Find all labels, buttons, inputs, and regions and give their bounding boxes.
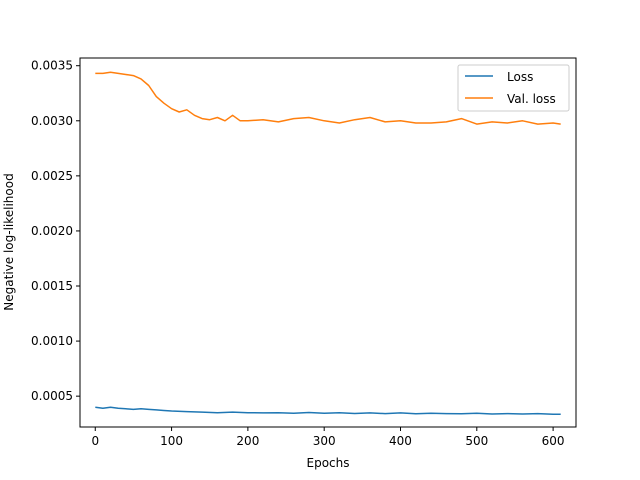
x-tick-label: 600 [542,434,565,448]
x-tick-label: 300 [313,434,336,448]
x-axis-label: Epochs [307,456,350,470]
legend-label-val-loss: Val. loss [507,92,556,106]
y-axis-ticks: 0.0005 0.0010 0.0015 0.0020 0.0025 0.0030 0.00… [31,59,80,403]
x-axis-ticks: 0 100 200 300 400 500 600 [91,427,565,448]
legend-label-loss: Loss [507,70,533,84]
plot-area [80,58,576,427]
y-tick-label: 0.0020 [31,224,73,238]
series-layer [95,71,561,416]
y-tick-label: 0.0035 [31,59,73,73]
y-tick-label: 0.0005 [31,389,73,403]
legend: Loss Val. loss [457,64,570,112]
x-tick-label: 100 [160,434,183,448]
x-tick-label: 0 [91,434,99,448]
y-axis-label: Negative log-likelihood [2,173,16,310]
series-line-val-loss [95,71,561,125]
y-tick-label: 0.0030 [31,114,73,128]
x-tick-label: 200 [236,434,259,448]
y-tick-label: 0.0015 [31,279,73,293]
y-tick-label: 0.0025 [31,169,73,183]
x-tick-label: 400 [389,434,412,448]
y-tick-label: 0.0010 [31,334,73,348]
plot-frame [79,57,577,428]
series-line-loss [95,406,561,416]
x-tick-label: 500 [465,434,488,448]
